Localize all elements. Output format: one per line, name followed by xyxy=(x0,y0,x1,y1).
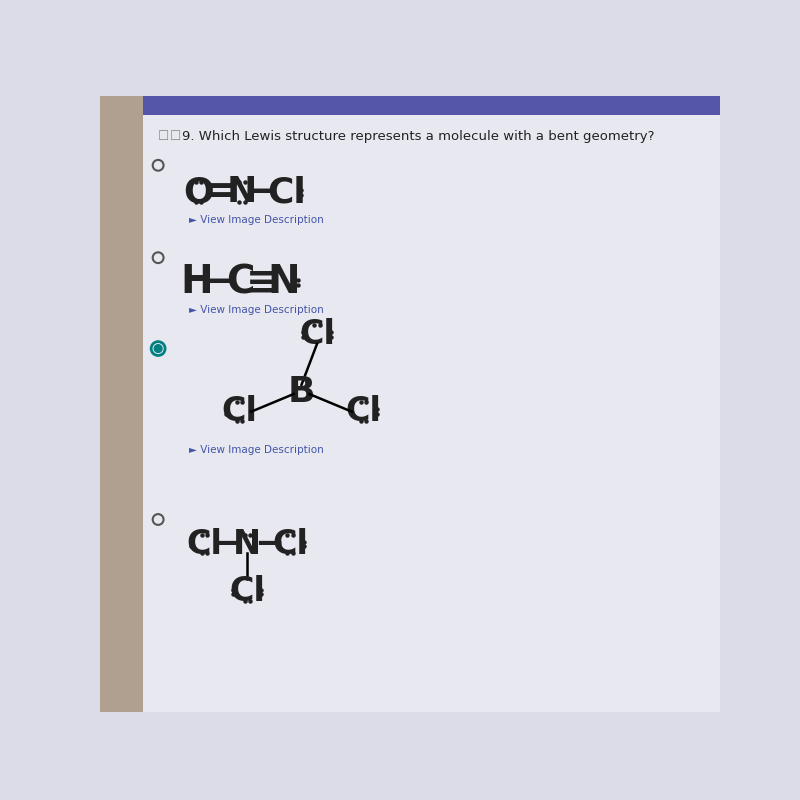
Text: Cl: Cl xyxy=(267,175,306,210)
FancyBboxPatch shape xyxy=(100,96,142,712)
Text: ► View Image Description: ► View Image Description xyxy=(189,305,324,315)
Text: Cl: Cl xyxy=(222,395,258,428)
Text: Cl: Cl xyxy=(299,318,335,351)
Text: N: N xyxy=(233,528,262,561)
Circle shape xyxy=(154,345,162,353)
Text: −: − xyxy=(211,527,242,561)
Text: ► View Image Description: ► View Image Description xyxy=(189,445,324,455)
Text: −: − xyxy=(246,174,278,211)
Text: −: − xyxy=(202,263,235,302)
Text: C: C xyxy=(226,263,254,302)
Text: −: − xyxy=(254,527,284,561)
Text: 9. Which Lewis structure represents a molecule with a bent geometry?: 9. Which Lewis structure represents a mo… xyxy=(182,130,654,142)
Text: N: N xyxy=(267,263,300,302)
Text: Cl: Cl xyxy=(230,575,265,608)
Text: ☐: ☐ xyxy=(170,130,181,142)
Text: Cl: Cl xyxy=(186,528,222,561)
Text: B: B xyxy=(288,375,315,410)
Text: N: N xyxy=(226,175,257,210)
Text: Cl: Cl xyxy=(272,528,308,561)
FancyBboxPatch shape xyxy=(142,96,720,115)
Text: ≡: ≡ xyxy=(246,263,278,302)
Text: H: H xyxy=(181,263,213,302)
Text: ☐: ☐ xyxy=(158,130,170,142)
Text: =: = xyxy=(204,174,237,211)
Text: Cl: Cl xyxy=(346,395,382,428)
Text: ► View Image Description: ► View Image Description xyxy=(189,215,324,225)
Text: O: O xyxy=(183,175,214,210)
FancyBboxPatch shape xyxy=(142,96,720,712)
